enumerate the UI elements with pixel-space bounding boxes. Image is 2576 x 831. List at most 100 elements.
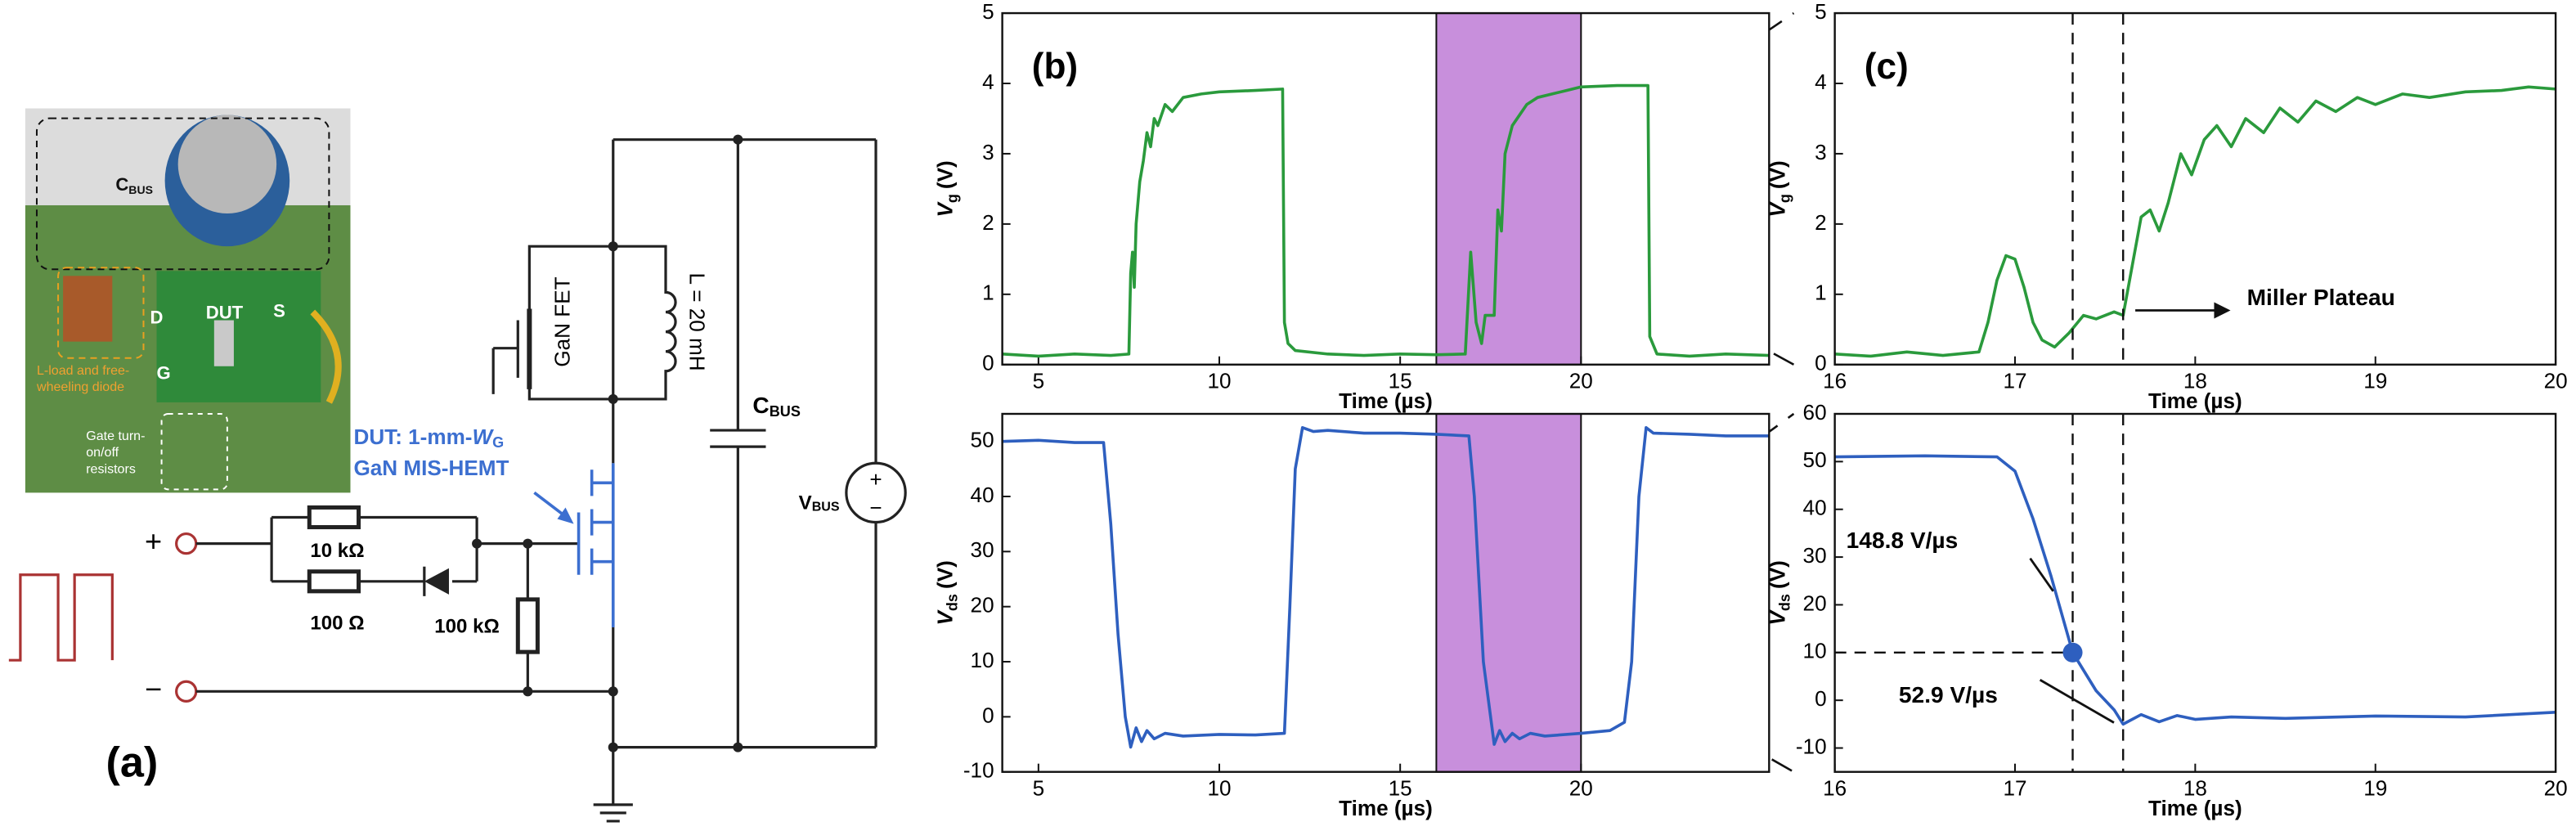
node	[733, 742, 743, 752]
wire-photo	[310, 309, 342, 404]
circuit: + − 10 kΩ 100 Ω 100 kΩ DUT: 1-mm-WG GaN …	[8, 134, 907, 823]
plot-area	[1002, 413, 1770, 772]
label-line: resistors	[86, 462, 136, 477]
panel-label: (a)	[106, 739, 159, 786]
x-axis-label: Time (µs)	[1339, 796, 1433, 820]
y-label-subscript: g	[1776, 194, 1793, 203]
y-tick-label: 30	[971, 537, 994, 562]
capacitor-top	[177, 115, 277, 214]
x-tick-label: 17	[2003, 369, 2026, 393]
y-tick-label: 1	[1815, 281, 1827, 305]
y-label-symbol: V	[932, 201, 957, 218]
node	[608, 393, 618, 404]
x-tick-label: 10	[1207, 369, 1231, 393]
dut-chip	[213, 320, 234, 366]
label-part: W	[472, 424, 494, 449]
dut-symbol	[577, 463, 615, 628]
y-label-subscript: ds	[944, 594, 960, 611]
label-sub: BUS	[770, 403, 801, 420]
x-tick-label: 15	[1389, 776, 1412, 801]
y-label-unit: (V)	[932, 160, 957, 189]
y-tick-label: 2	[1815, 210, 1827, 235]
x-axis-label: Time (µs)	[2148, 796, 2242, 820]
x-tick-label: 5	[1033, 776, 1045, 801]
plot-frame	[1001, 412, 1770, 773]
vbus-source	[845, 461, 907, 524]
x-tick-label: 20	[2544, 369, 2568, 393]
gan-fet	[491, 245, 613, 401]
pulse	[8, 573, 114, 662]
y-tick-label: 20	[971, 593, 994, 618]
y-tick-label: 30	[1803, 543, 1827, 568]
gate-label: Gate turn-on/off resistors	[86, 429, 145, 476]
node	[733, 134, 743, 145]
terminal	[175, 680, 198, 703]
label-part: G	[492, 434, 504, 451]
y-tick-label: 5	[1815, 0, 1827, 24]
label-main: V	[799, 492, 812, 514]
label-sub: BUS	[812, 500, 840, 514]
panel-label: (b)	[1032, 47, 1078, 87]
fet-label: GaN FET	[550, 276, 574, 366]
x-tick-label: 19	[2363, 776, 2387, 801]
y-label-subscript: ds	[1776, 594, 1793, 611]
y-tick-label: 4	[1815, 70, 1827, 94]
annotation: 52.9 V/µs	[1899, 682, 1998, 707]
photo-cbus-label: CBUS	[115, 174, 153, 196]
chart: 16 17 18 19 20 -10 0 10 20 30 40 50 60 148.8 V/µs 52.9…	[1765, 400, 2567, 820]
dut-label-2: GaN MIS-HEMT	[354, 456, 509, 480]
x-tick-label: 20	[1569, 369, 1593, 393]
plot-area	[1002, 13, 1770, 365]
dut-label: DUT: 1-mm-WG	[354, 424, 505, 451]
x-tick-label: 20	[1569, 776, 1593, 801]
annotation-arrowhead	[2214, 302, 2231, 319]
series-line	[1002, 426, 1770, 749]
label-part: DUT: 1-mm-	[354, 424, 473, 449]
series-line	[1834, 85, 2556, 358]
y-tick-label: 4	[982, 70, 994, 94]
terminal	[175, 532, 198, 555]
plus-sign: +	[145, 524, 162, 558]
label-sub: BUS	[128, 183, 153, 196]
y-axis-label: Vds (V)	[1765, 560, 1793, 625]
series-line	[1002, 83, 1770, 358]
x-axis-label: Time (µs)	[2148, 389, 2242, 413]
photo-s: S	[273, 300, 285, 321]
y-tick-label: 0	[1815, 686, 1827, 711]
y-tick-label: 5	[982, 0, 994, 24]
x-tick-label: 19	[2363, 369, 2387, 393]
label-line: L-load and free-	[37, 363, 129, 378]
x-tick-label: 18	[2183, 776, 2207, 801]
y-label-unit: (V)	[932, 560, 957, 589]
annotation: 148.8 V/µs	[1847, 528, 1959, 553]
y-label-subscript: g	[944, 194, 960, 203]
plot-frame	[1833, 11, 2557, 366]
plot-frame	[1001, 11, 1770, 366]
y-tick-label: 20	[1803, 591, 1827, 615]
y-label-unit: (V)	[1765, 160, 1789, 189]
y-tick-label: -10	[963, 758, 994, 783]
panel-label: (c)	[1865, 47, 1909, 87]
y-tick-label: 60	[1803, 400, 1827, 424]
x-tick-label: 16	[1823, 369, 1847, 393]
highlight	[1435, 412, 1582, 773]
y-tick-label: 0	[982, 351, 994, 375]
source-plus: +	[869, 467, 882, 492]
chart: 5 10 15 20 0 1 2 3 4 5 Time (µs) Vg (V) (b)	[932, 0, 1770, 413]
plot-area	[1834, 13, 2556, 365]
label-line: Gate turn-	[86, 429, 145, 443]
y-tick-label: 50	[1803, 447, 1827, 472]
photo-d: D	[150, 307, 164, 327]
x-tick-label: 5	[1033, 369, 1045, 393]
photo-g: G	[157, 363, 171, 384]
y-axis-label: Vg (V)	[932, 160, 960, 217]
annotation-line	[2029, 557, 2054, 592]
ground	[593, 747, 633, 823]
node	[472, 538, 482, 549]
inductor-label: L = 20 mH	[684, 272, 709, 371]
resistor	[307, 569, 361, 594]
highlight	[1435, 12, 1582, 366]
x-tick-label: 17	[2003, 776, 2026, 801]
chart: 16 17 18 19 20 0 1 2 3 4 5 Miller Plateau Time (µs) V…	[1765, 0, 2567, 413]
